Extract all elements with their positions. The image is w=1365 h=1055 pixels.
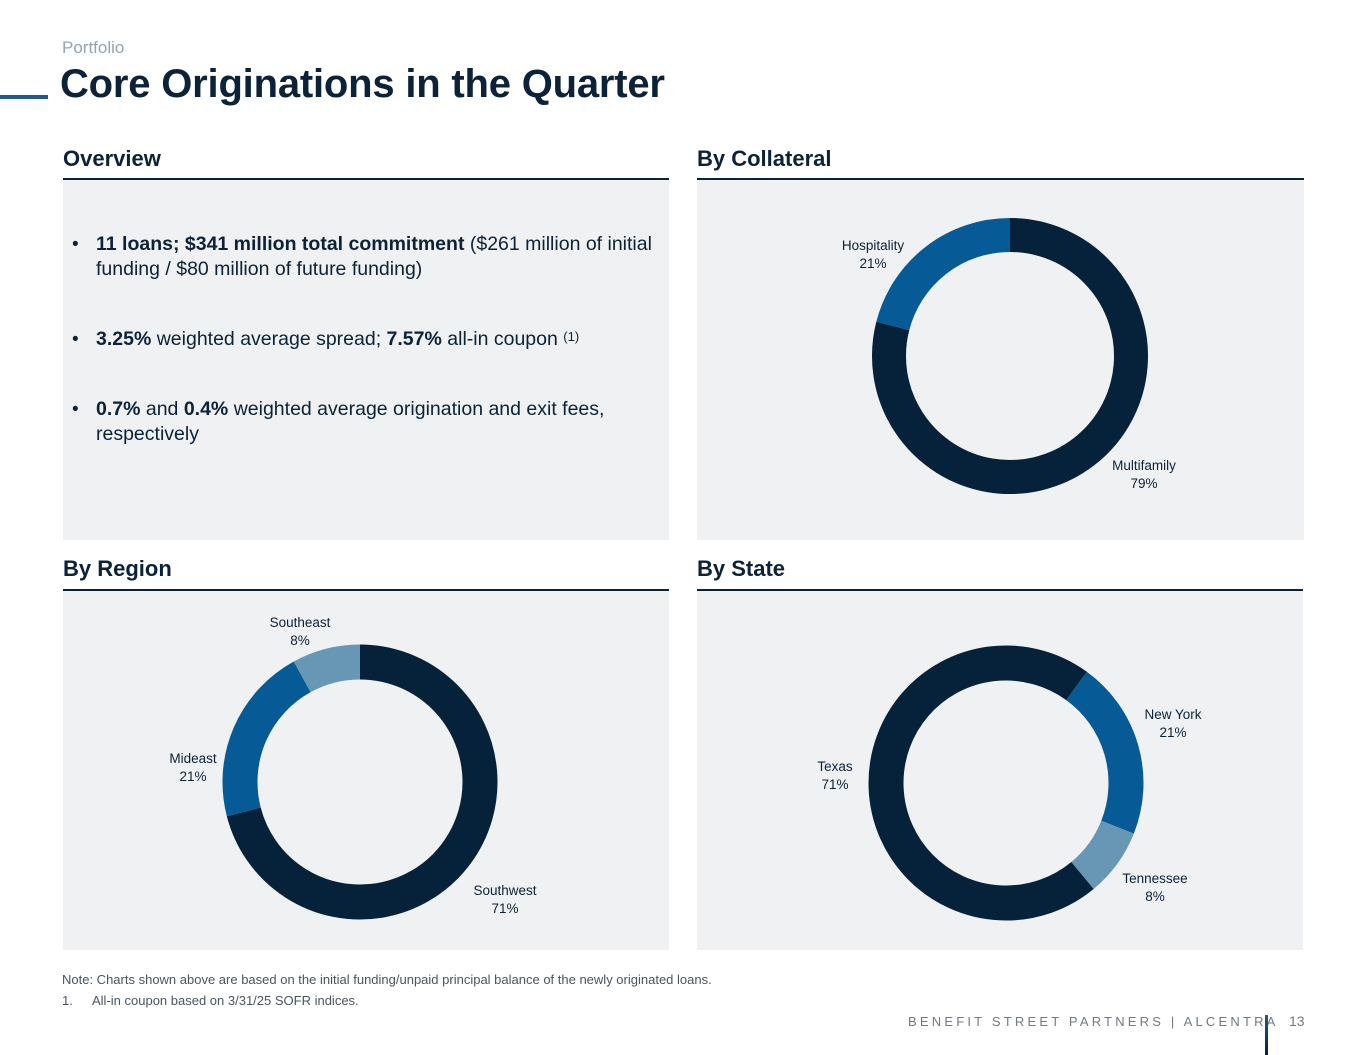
- page-number: 13: [1289, 1013, 1305, 1029]
- bullet-spread: 3.25% weighted average spread; 7.57% all…: [62, 327, 662, 352]
- chart-note: Note: Charts shown above are based on th…: [62, 972, 712, 987]
- page-title: Core Originations in the Quarter: [60, 62, 665, 106]
- footnote-marker: (1): [563, 329, 580, 344]
- slice-value-southwest: 71%: [491, 901, 518, 916]
- donut-slice-new-york: [1065, 671, 1144, 834]
- slice-label-southeast: Southeast: [270, 615, 331, 630]
- brand-wordmark: BENEFIT STREET PARTNERS | ALCENTRA: [908, 1014, 1279, 1029]
- slice-label-southwest: Southwest: [473, 883, 536, 898]
- slice-value-southeast: 8%: [290, 633, 310, 648]
- slice-label-multifamily: Multifamily: [1112, 458, 1176, 473]
- donut-slice-southeast: [293, 644, 361, 693]
- collateral-rule: [697, 178, 1304, 180]
- donut-slice-hospitality: [876, 218, 1011, 331]
- state-donut-chart: New York 21% Tennessee 8% Texas 71%: [817, 645, 1202, 921]
- slice-label-hospitality: Hospitality: [842, 238, 905, 253]
- brand-separator: [1265, 1015, 1268, 1055]
- bullet-fees: 0.7% and 0.4% weighted average originati…: [62, 397, 662, 447]
- region-rule: [63, 589, 669, 591]
- slice-label-mideast: Mideast: [169, 751, 217, 766]
- slice-value-mideast: 21%: [179, 769, 206, 784]
- overview-bullets: 11 loans; $341 million total commitment …: [62, 232, 662, 492]
- slice-value-tennessee: 8%: [1145, 889, 1165, 904]
- section-eyebrow: Portfolio: [62, 38, 125, 57]
- slice-value-multifamily: 79%: [1130, 476, 1157, 491]
- donut-slice-multifamily: [872, 218, 1148, 494]
- title-accent-line: [0, 95, 48, 99]
- donut-slice-texas: [868, 645, 1094, 921]
- bullet-loans: 11 loans; $341 million total commitment …: [62, 232, 662, 282]
- overview-rule: [63, 178, 669, 180]
- slice-label-tennessee: Tennessee: [1122, 871, 1187, 886]
- slice-value-hospitality: 21%: [859, 256, 886, 271]
- collateral-donut-chart: Multifamily 79% Hospitality 21%: [842, 218, 1176, 494]
- overview-heading: Overview: [63, 146, 161, 171]
- slice-value-new-york: 21%: [1159, 725, 1186, 740]
- donut-slice-tennessee: [1070, 820, 1134, 889]
- state-heading: By State: [697, 556, 786, 581]
- region-donut-chart: Southwest 71% Mideast 21% Southeast 8%: [169, 615, 537, 920]
- slice-value-texas: 71%: [821, 777, 848, 792]
- donut-slice-mideast: [222, 661, 312, 817]
- collateral-heading: By Collateral: [697, 146, 832, 171]
- slice-label-texas: Texas: [817, 759, 853, 774]
- region-heading: By Region: [63, 556, 172, 581]
- donut-slice-southwest: [226, 644, 498, 920]
- state-rule: [697, 589, 1303, 591]
- slice-label-new-york: New York: [1144, 707, 1201, 722]
- footnote-1: 1. All-in coupon based on 3/31/25 SOFR in…: [62, 993, 359, 1008]
